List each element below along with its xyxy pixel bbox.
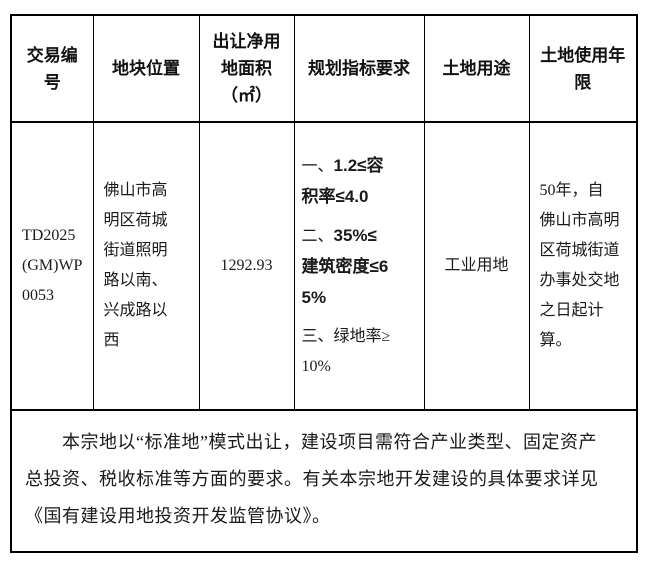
header-planning-requirements: 规划指标要求 (293, 14, 425, 123)
location-value: 佛山市高 明区荷城 街道照明 路以南、 兴成路以 西 (103, 182, 168, 349)
header-transaction-code: 交易编 号 (10, 14, 94, 123)
cell-tenure: 50年，自 佛山市高明 区荷城街道 办事处交地 之日起计 算。 (528, 121, 638, 411)
header-location: 地块位置 (92, 14, 200, 123)
table-header-row: 交易编 号 地块位置 出让净用 地面积 （㎡） 规划指标要求 土地用途 土地使用… (10, 14, 638, 123)
planning-item-1-prefix: 一、 (301, 157, 334, 175)
cell-note: 本宗地以“标准地”模式出让，建设项目需符合产业类型、固定资产 总投资、税收标准等… (10, 409, 638, 553)
cell-planning-requirements: 一、1.2≤容 积率≤4.0 二、35%≤ 建筑密度≤6 5% 三、绿地率≥ 1… (293, 121, 425, 411)
planning-item-3-body: 绿地率≥ 10% (301, 327, 391, 375)
transaction-code-value: TD2025 (GM)WP 0053 (22, 227, 83, 304)
planning-item-building-density: 二、35%≤ 建筑密度≤6 5% (302, 221, 422, 314)
header-land-use: 土地用途 (423, 14, 530, 123)
planning-item-green-ratio: 三、绿地率≥ 10% (302, 322, 422, 382)
planning-item-plot-ratio: 一、1.2≤容 积率≤4.0 (302, 151, 422, 213)
cell-land-use: 工业用地 (423, 121, 530, 411)
cell-transaction-code: TD2025 (GM)WP 0053 (10, 121, 94, 411)
header-tenure: 土地使用年 限 (528, 14, 638, 123)
note-paragraph: 本宗地以“标准地”模式出让，建设项目需符合产业类型、固定资产 总投资、税收标准等… (25, 431, 599, 526)
table-data-row: TD2025 (GM)WP 0053 佛山市高 明区荷城 街道照明 路以南、 兴… (10, 121, 638, 411)
tenure-value: 50年，自 佛山市高明 区荷城街道 办事处交地 之日起计 算。 (539, 182, 620, 349)
net-area-value: 1292.93 (220, 257, 273, 274)
planning-item-1-body: 1.2≤容 积率≤4.0 (301, 155, 384, 206)
cell-net-area: 1292.93 (198, 121, 295, 411)
table-note-row: 本宗地以“标准地”模式出让，建设项目需符合产业类型、固定资产 总投资、税收标准等… (10, 409, 638, 553)
land-parcel-table: 交易编 号 地块位置 出让净用 地面积 （㎡） 规划指标要求 土地用途 土地使用… (10, 14, 638, 553)
planning-item-3-prefix: 三、 (301, 327, 334, 345)
header-net-area: 出让净用 地面积 （㎡） (198, 14, 295, 123)
land-use-value: 工业用地 (444, 257, 509, 274)
cell-location: 佛山市高 明区荷城 街道照明 路以南、 兴成路以 西 (92, 121, 200, 411)
planning-item-2-body: 35%≤ 建筑密度≤6 5% (301, 225, 389, 307)
planning-item-2-prefix: 二、 (301, 227, 334, 245)
